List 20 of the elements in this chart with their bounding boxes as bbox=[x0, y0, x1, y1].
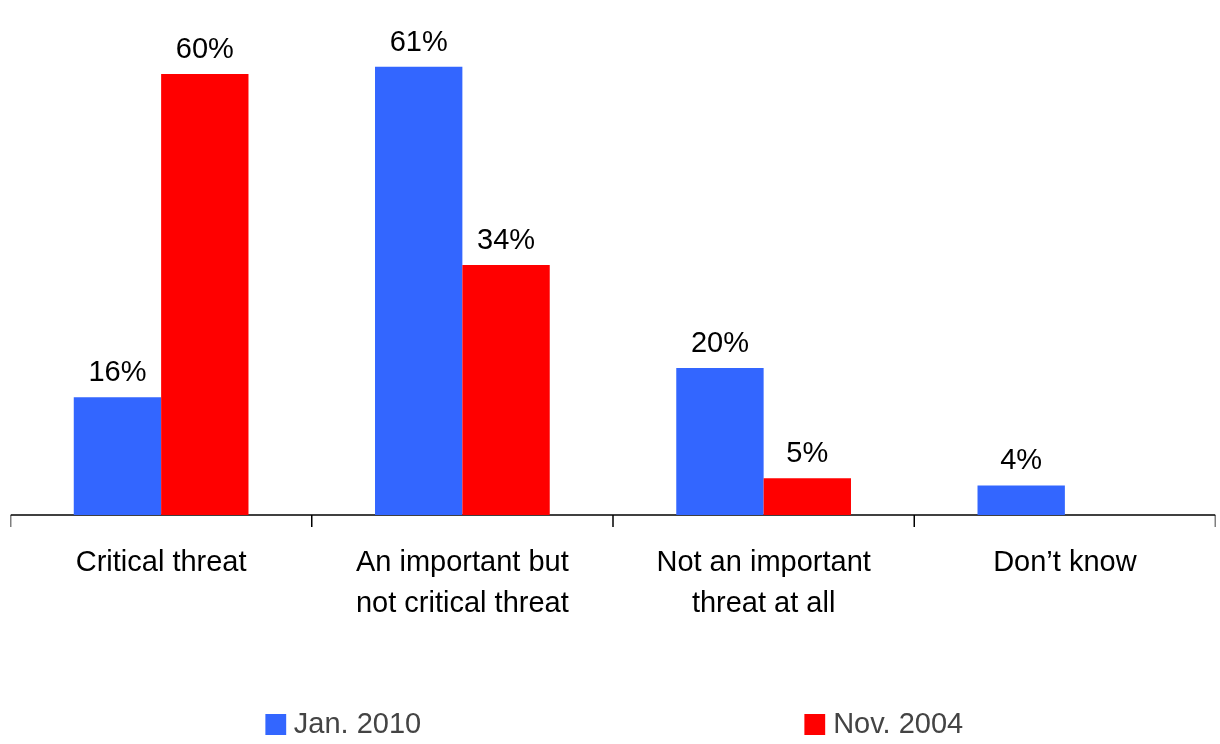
data-label: 5% bbox=[786, 436, 829, 469]
data-label: 61% bbox=[389, 24, 448, 57]
data-label: 20% bbox=[690, 325, 749, 358]
legend-label: Jan. 2010 bbox=[293, 707, 422, 740]
bar bbox=[676, 367, 764, 515]
bar bbox=[462, 265, 550, 515]
x-tick-label: An important but not critical threat bbox=[355, 544, 569, 619]
data-label: 4% bbox=[1000, 443, 1043, 476]
legend-label: Nov. 2004 bbox=[833, 707, 964, 740]
data-label: 60% bbox=[175, 32, 234, 65]
bar bbox=[977, 485, 1065, 515]
bar bbox=[763, 478, 851, 515]
bar bbox=[73, 397, 162, 515]
data-label: 16% bbox=[88, 355, 147, 388]
bar bbox=[375, 66, 463, 515]
x-tick-label: Don’t know bbox=[993, 544, 1138, 577]
bar bbox=[161, 74, 249, 515]
data-label: 34% bbox=[477, 223, 536, 256]
x-tick-label: Critical threat bbox=[75, 544, 247, 577]
x-tick-label: Not an important threat at all bbox=[656, 544, 871, 619]
